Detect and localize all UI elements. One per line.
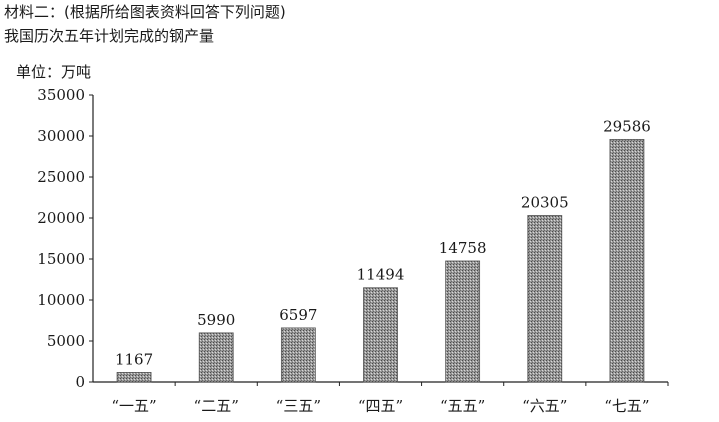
chart-caption: 我国历次五年计划完成的钢产量: [4, 27, 215, 45]
y-tick-label: 5000: [47, 332, 85, 350]
category-label: “三五”: [276, 397, 321, 415]
bar: [198, 332, 234, 383]
bar: [363, 287, 398, 383]
axes: 0 5000 10000 15000 20000 25000 30000 35000: [37, 86, 669, 391]
category-label: “七五”: [604, 397, 649, 415]
y-tick-label: 0: [75, 373, 85, 391]
category-label: “四五”: [358, 397, 403, 415]
bar-value-label: 20305: [521, 193, 569, 211]
bar-value-label: 1167: [115, 350, 153, 368]
bar-value-label: 29586: [603, 117, 651, 135]
bar: [280, 327, 316, 383]
bar-value-label: 5990: [197, 311, 235, 329]
bar: [116, 372, 152, 383]
bar-value-label: 6597: [279, 306, 317, 324]
bar: [445, 260, 481, 383]
bar-value-label: 14758: [439, 239, 487, 257]
material-title: 材料二：(根据所给图表资料回答下列问题): [4, 3, 286, 21]
y-tick-label: 10000: [37, 291, 85, 309]
header: 材料二：(根据所给图表资料回答下列问题) 我国历次五年计划完成的钢产量: [4, 0, 286, 48]
y-tick-label: 35000: [37, 86, 85, 104]
bar: [527, 215, 563, 383]
category-label: “五五”: [440, 397, 485, 415]
y-tick-label: 15000: [37, 250, 85, 268]
unit-label: 单位：万吨: [16, 63, 91, 81]
category-label: “二五”: [194, 397, 239, 415]
bar-value-label: 11494: [357, 266, 405, 284]
y-tick-label: 20000: [37, 209, 85, 227]
y-tick-label: 30000: [37, 127, 85, 145]
y-tick-label: 25000: [37, 168, 85, 186]
category-label: “一五”: [111, 397, 156, 415]
bars: 1167 “一五” 5990 “二五” 6597 “三五” 11494 “四五” 14758 “五…: [111, 117, 650, 415]
bar: [609, 138, 645, 383]
category-label: “六五”: [522, 397, 567, 415]
